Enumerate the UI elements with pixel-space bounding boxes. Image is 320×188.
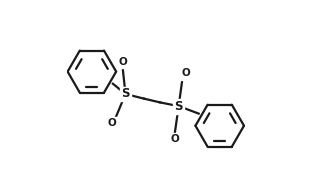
Polygon shape — [106, 117, 116, 129]
Text: O: O — [182, 68, 190, 78]
Polygon shape — [117, 56, 128, 68]
Text: O: O — [118, 57, 127, 67]
Text: S: S — [121, 87, 130, 101]
Polygon shape — [170, 133, 180, 145]
Text: S: S — [174, 100, 183, 113]
Polygon shape — [173, 99, 184, 114]
Polygon shape — [120, 86, 131, 102]
Text: O: O — [107, 118, 116, 128]
Polygon shape — [181, 67, 191, 80]
Text: O: O — [171, 134, 179, 144]
